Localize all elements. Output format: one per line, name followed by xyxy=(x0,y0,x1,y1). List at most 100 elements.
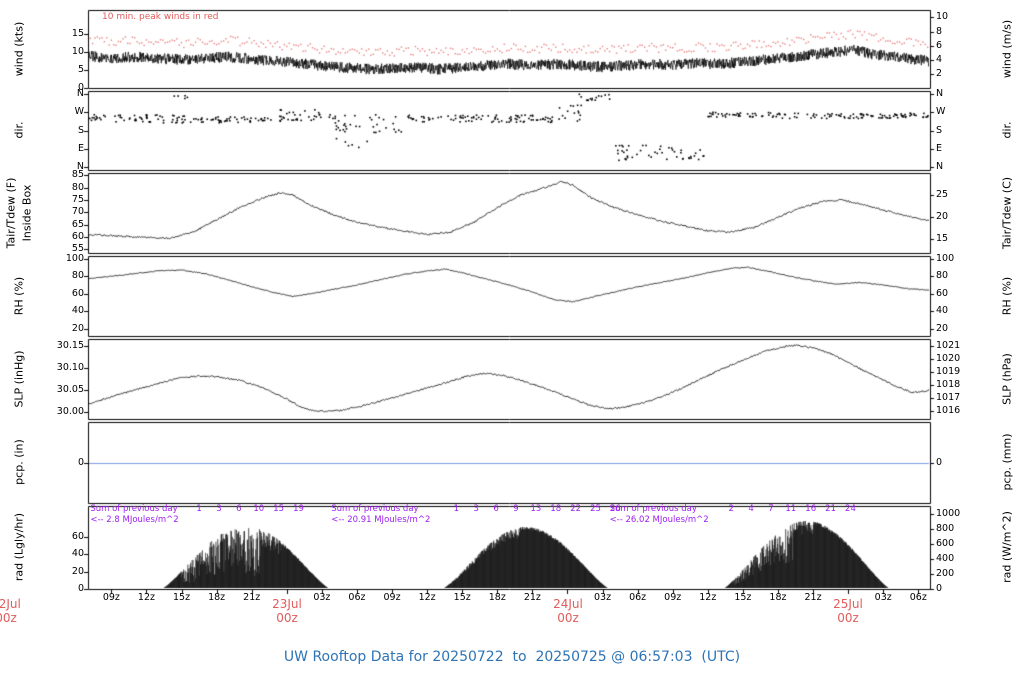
date-label-22jul-line2: 00z xyxy=(0,611,17,625)
ylabel-right-temp-text: Tair/Tdew (C) xyxy=(1000,176,1014,250)
date-label-25jul: 25Jul 00z xyxy=(818,597,878,625)
rad-hourly-sum: 2 xyxy=(728,504,734,514)
x-tick-label: 18z xyxy=(208,592,226,603)
x-tick-label: 09z xyxy=(102,592,120,603)
rad-hourly-sum: 13 xyxy=(530,504,542,514)
ylabel-right-dir-text: dir. xyxy=(1000,121,1014,139)
x-tick-label: 12z xyxy=(699,592,717,603)
ylabel-right-wind-text: wind (m/s) xyxy=(1000,19,1014,79)
rad-hourly-sum: 22 xyxy=(570,504,582,514)
y-tick-label-right: 2 xyxy=(936,67,943,79)
y-tick-label-right: 8 xyxy=(936,25,943,37)
rad-hourly-sum: 24 xyxy=(845,504,856,514)
y-tick-label-right: N xyxy=(936,88,944,100)
x-tick-label: 21z xyxy=(243,592,261,603)
y-tick-label-left: 40 xyxy=(71,305,84,317)
ylabel-right-rad-text: rad (W/m^2) xyxy=(1000,511,1014,583)
rad-hourly-sum: 6 xyxy=(236,504,242,514)
y-tick-label-left: 60 xyxy=(71,530,84,542)
y-tick-label-right: 4 xyxy=(936,53,943,65)
y-tick-label-right: E xyxy=(936,142,943,154)
ylabel-left-wind-text: wind (kts) xyxy=(12,21,26,77)
date-label-23jul-line1: 23Jul xyxy=(272,597,302,611)
y-tick-label-right: 20 xyxy=(936,322,949,334)
y-tick-label-right: N xyxy=(936,160,944,172)
y-tick-label-right: 0 xyxy=(936,456,943,468)
y-tick-label-left: 80 xyxy=(71,270,84,282)
y-tick-label-right: 20 xyxy=(936,211,949,223)
y-tick-label-left: 30.15 xyxy=(56,339,84,351)
y-tick-label-left: 75 xyxy=(71,194,84,206)
rad-hourly-sum: 3 xyxy=(473,504,479,514)
y-tick-label-right: 400 xyxy=(936,552,955,564)
y-tick-label-left: 10 xyxy=(71,45,84,57)
x-tick-label: 15z xyxy=(734,592,752,603)
x-tick-label: 03z xyxy=(313,592,331,603)
ylabel-left-temp-line2-text: Inside Box xyxy=(20,184,34,242)
y-tick-label-right: S xyxy=(936,124,943,136)
rad-hourly-sum: 7 xyxy=(768,504,774,514)
rad-sum-annotation: Sum of previous day <-- 20.91 MJoules/m^2 xyxy=(331,504,430,525)
y-tick-label-left: 20 xyxy=(71,565,84,577)
rad-hourly-sum: 16 xyxy=(805,504,817,514)
rad-hourly-sum: 26 xyxy=(609,504,621,514)
y-tick-label-right: 25 xyxy=(936,189,949,201)
rad-annotation-line1: Sum of previous day xyxy=(331,504,419,514)
y-tick-label-right: 60 xyxy=(936,287,949,299)
rad-annotation-line2: <-- 2.8 MJoules/m^2 xyxy=(90,514,179,525)
y-tick-label-left: S xyxy=(77,124,84,136)
rad-hourly-sum: 25 xyxy=(590,504,601,514)
y-tick-label-right: 10 xyxy=(936,11,949,23)
y-tick-label-left: 80 xyxy=(71,181,84,193)
y-tick-label-left: 60 xyxy=(71,287,84,299)
date-label-24jul: 24Jul 00z xyxy=(538,597,598,625)
peak-wind-note: 10 min. peak winds in red xyxy=(102,12,219,22)
date-label-23jul: 23Jul 00z xyxy=(257,597,317,625)
ylabel-right-rh-text: RH (%) xyxy=(1000,276,1014,316)
rad-hourly-sum: 19 xyxy=(293,504,304,514)
y-tick-label-right: 0 xyxy=(936,583,943,594)
y-tick-label-left: E xyxy=(77,142,84,154)
x-tick-label: 15z xyxy=(453,592,471,603)
x-tick-label: 18z xyxy=(769,592,787,603)
y-tick-label-left: W xyxy=(74,106,84,118)
rad-annotation-line1: Sum of previous day xyxy=(609,504,697,514)
y-tick-label-left: 15 xyxy=(71,27,84,39)
x-tick-label: 12z xyxy=(137,592,155,603)
rad-hourly-sum: 1 xyxy=(196,504,202,514)
rad-hourly-sum: 9 xyxy=(513,504,519,514)
rad-annotation-line2: <-- 20.91 MJoules/m^2 xyxy=(331,514,431,525)
y-tick-label-left: 30.10 xyxy=(56,361,84,373)
rad-sum-annotation: Sum of previous day <-- 2.8 MJoules/m^2 xyxy=(90,504,178,525)
y-tick-label-left: 5 xyxy=(77,63,84,75)
rad-hourly-sum: 11 xyxy=(785,504,797,514)
y-tick-label-left: 0 xyxy=(77,82,84,93)
x-tick-label: 21z xyxy=(523,592,541,603)
y-tick-label-right: 800 xyxy=(936,522,955,534)
rad-hourly-sum: 1 xyxy=(453,504,460,514)
rad-hourly-sum: 3 xyxy=(216,504,222,514)
y-tick-label-right: W xyxy=(936,106,946,118)
y-tick-label-right: 1019 xyxy=(936,365,961,377)
x-tick-label: 03z xyxy=(594,592,612,603)
y-tick-label-left: 0 xyxy=(77,456,84,468)
x-tick-label: 09z xyxy=(664,592,682,603)
x-tick-label: 03z xyxy=(874,592,892,603)
y-tick-label-right: 1016 xyxy=(936,405,961,417)
y-tick-label-left: 20 xyxy=(71,322,84,334)
y-tick-label-left: 60 xyxy=(71,231,84,242)
ylabel-right-pcp-text: pcp. (mm) xyxy=(1000,433,1014,491)
ylabel-left-pcp-text: pcp. (in) xyxy=(12,439,26,485)
x-tick-label: 21z xyxy=(804,592,822,603)
ylabel-left-rad-text: rad (Lgly/hr) xyxy=(12,512,26,582)
y-tick-label-right: 1000 xyxy=(936,507,961,519)
y-tick-label-right: 600 xyxy=(936,537,955,549)
y-tick-label-left: 55 xyxy=(71,243,84,255)
date-label-23jul-line2: 00z xyxy=(276,611,298,625)
chart-title: UW Rooftop Data for 20250722 to 20250725… xyxy=(283,649,741,665)
rad-hourly-sum: 4 xyxy=(748,504,754,514)
rad-hourly-sum: 6 xyxy=(493,504,499,514)
ylabel-right-slp-text: SLP (hPa) xyxy=(1000,353,1014,405)
